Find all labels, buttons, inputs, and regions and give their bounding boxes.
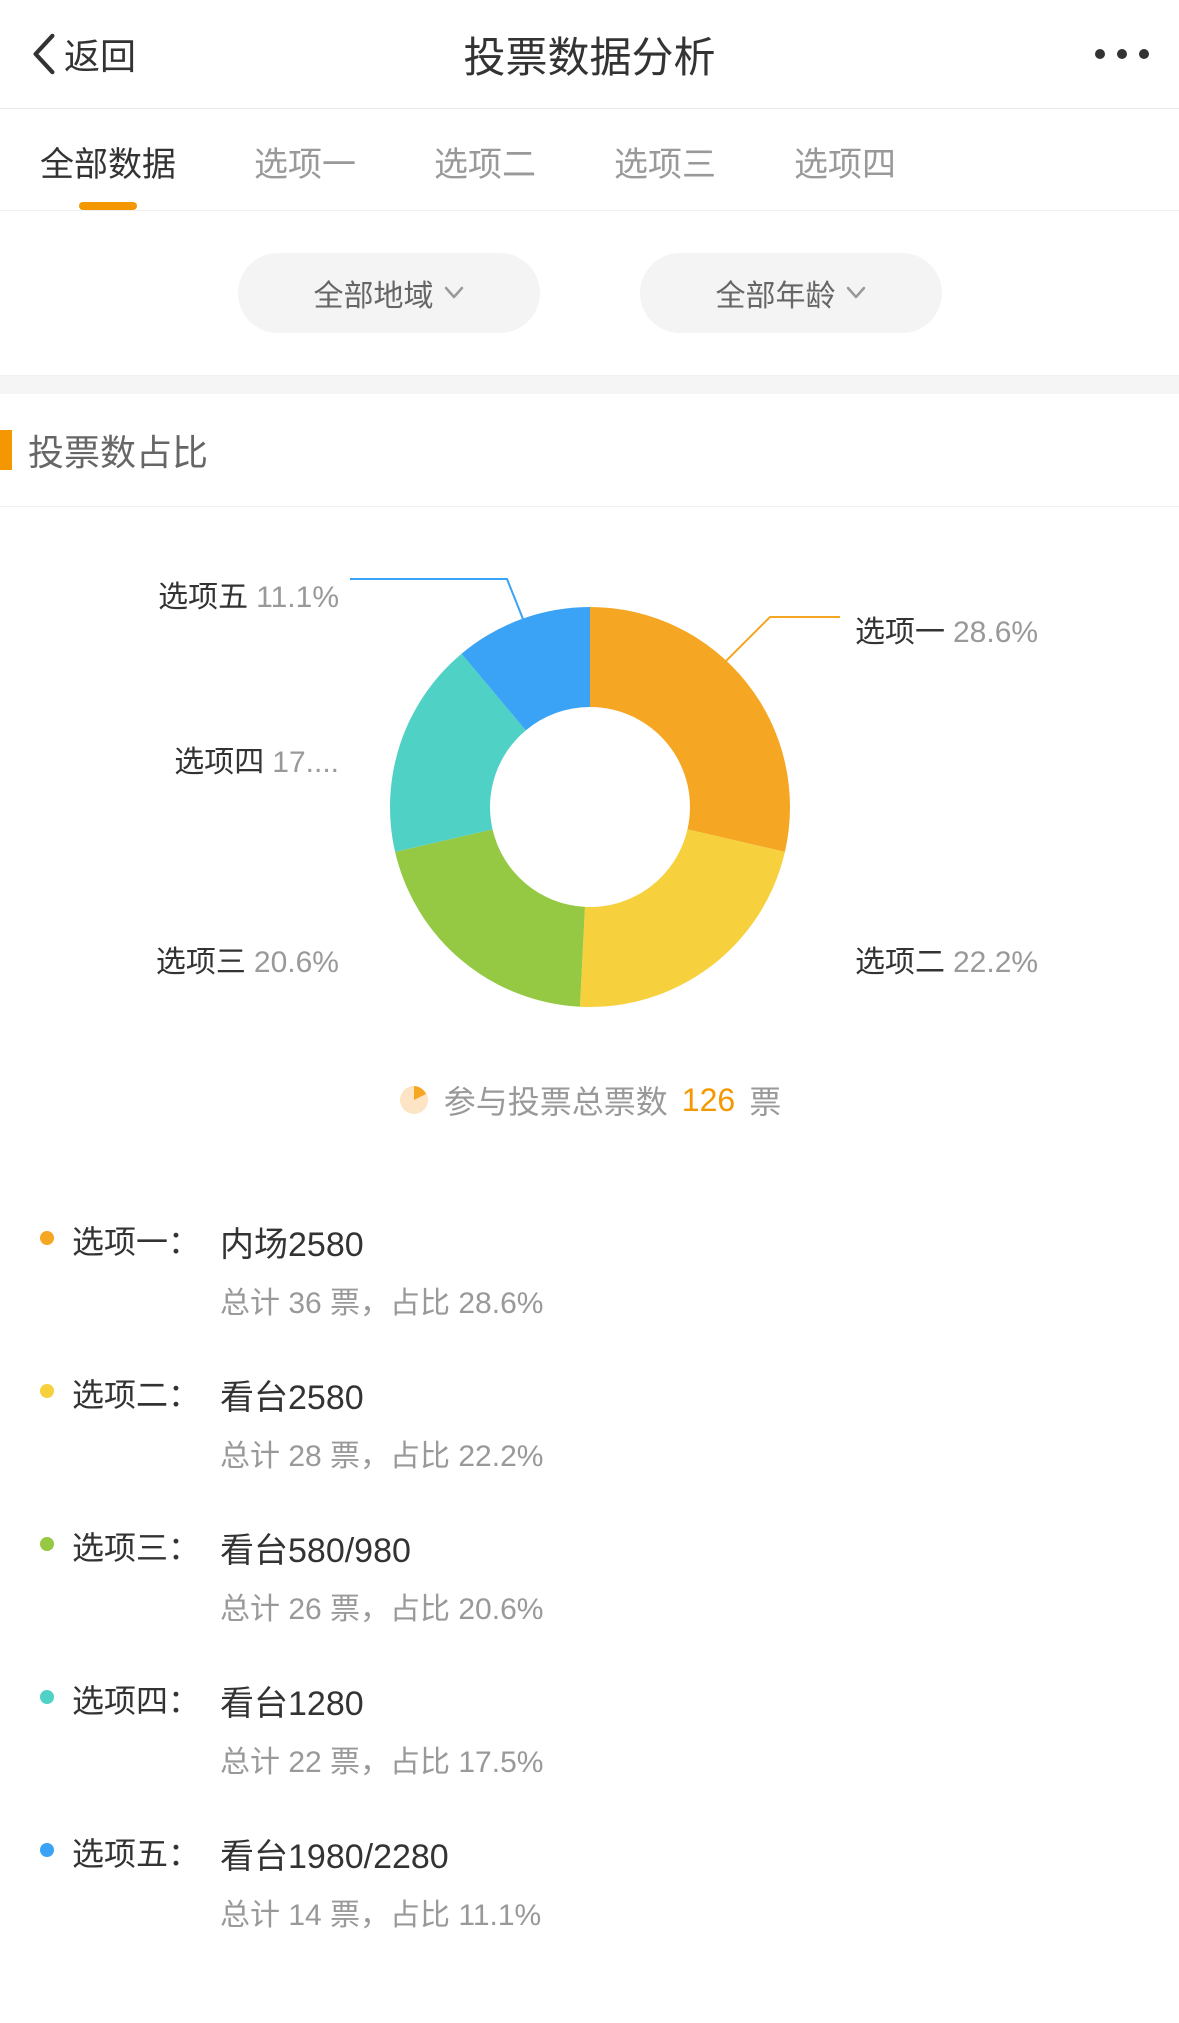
age-filter[interactable]: 全部年龄 — [640, 253, 942, 333]
result-dot — [40, 1690, 54, 1704]
results-list: 选项一： 内场2580 总计 36 票，占比 28.6% 选项二： 看台2580… — [0, 1193, 1179, 1958]
total-label: 参与投票总票数 — [444, 1077, 668, 1123]
result-item-2: 选项三： 看台580/980 总计 26 票，占比 20.6% — [40, 1499, 1139, 1652]
tab-0[interactable]: 全部数据 — [40, 137, 176, 210]
result-item-0: 选项一： 内场2580 总计 36 票，占比 28.6% — [40, 1193, 1139, 1346]
result-name: 看台1280 — [220, 1676, 1139, 1725]
chart-label-pct: 28.6% — [953, 616, 1038, 650]
chart-label-2: 选项三20.6% — [156, 937, 339, 981]
chevron-down-icon — [444, 286, 464, 300]
chart-label-name: 选项五 — [158, 572, 248, 616]
result-label: 选项二： — [72, 1370, 202, 1416]
filters-row: 全部地域 全部年龄 — [0, 211, 1179, 376]
leader-line-0 — [720, 617, 840, 667]
more-dot-icon — [1117, 49, 1127, 59]
chart-label-pct: 20.6% — [254, 946, 339, 980]
chart-label-name: 选项四 — [174, 737, 264, 781]
slice-0 — [590, 607, 790, 852]
total-unit: 票 — [749, 1077, 781, 1123]
back-button[interactable]: 返回 — [30, 28, 136, 80]
slice-1 — [579, 829, 784, 1007]
tab-2[interactable]: 选项二 — [434, 137, 536, 210]
result-content: 看台1280 总计 22 票，占比 17.5% — [220, 1676, 1139, 1781]
result-item-1: 选项二： 看台2580 总计 28 票，占比 22.2% — [40, 1346, 1139, 1499]
pie-icon — [398, 1084, 430, 1116]
result-name: 看台2580 — [220, 1370, 1139, 1419]
age-filter-label: 全部年龄 — [716, 271, 836, 315]
result-label: 选项三： — [72, 1523, 202, 1569]
chart-label-name: 选项三 — [156, 937, 246, 981]
more-dot-icon — [1095, 49, 1105, 59]
header-bar: 返回 投票数据分析 — [0, 0, 1179, 109]
chart-label-pct: 17.... — [272, 746, 339, 780]
total-votes-row: 参与投票总票数 126 票 — [40, 1057, 1139, 1163]
chart-label-1: 选项二22.2% — [855, 937, 1038, 981]
result-name: 看台1980/2280 — [220, 1829, 1139, 1878]
chart-label-pct: 22.2% — [953, 946, 1038, 980]
result-label: 选项五： — [72, 1829, 202, 1875]
result-dot — [40, 1231, 54, 1245]
result-label: 选项四： — [72, 1676, 202, 1722]
leader-line-4 — [350, 579, 527, 629]
tab-4[interactable]: 选项四 — [794, 137, 896, 210]
chart-label-name: 选项一 — [855, 607, 945, 651]
total-count: 126 — [682, 1082, 735, 1119]
chart-label-4: 选项五11.1% — [158, 572, 339, 616]
result-stats: 总计 22 票，占比 17.5% — [220, 1737, 1139, 1781]
result-label: 选项一： — [72, 1217, 202, 1263]
tabs-bar: 全部数据 选项一 选项二 选项三 选项四 — [0, 109, 1179, 211]
more-dot-icon — [1139, 49, 1149, 59]
section-marker — [0, 430, 12, 470]
result-name: 内场2580 — [220, 1217, 1139, 1266]
result-content: 看台580/980 总计 26 票，占比 20.6% — [220, 1523, 1139, 1628]
region-filter-label: 全部地域 — [314, 271, 434, 315]
section-header: 投票数占比 — [0, 394, 1179, 507]
tab-3[interactable]: 选项三 — [614, 137, 716, 210]
slice-2 — [395, 829, 585, 1006]
result-stats: 总计 14 票，占比 11.1% — [220, 1890, 1139, 1934]
chart-label-3: 选项四17.... — [174, 737, 339, 781]
chart-label-pct: 11.1% — [256, 581, 339, 615]
result-dot — [40, 1384, 54, 1398]
donut-chart: 选项一28.6% 选项二22.2% 选项三20.6% 选项四17.... 选项五11.1… — [40, 557, 1139, 1057]
chart-label-0: 选项一28.6% — [855, 607, 1038, 651]
chevron-left-icon — [30, 33, 58, 75]
result-stats: 总计 36 票，占比 28.6% — [220, 1278, 1139, 1322]
result-item-3: 选项四： 看台1280 总计 22 票，占比 17.5% — [40, 1652, 1139, 1805]
result-stats: 总计 26 票，占比 20.6% — [220, 1584, 1139, 1628]
more-button[interactable] — [1095, 49, 1149, 59]
chart-label-name: 选项二 — [855, 937, 945, 981]
region-filter[interactable]: 全部地域 — [238, 253, 540, 333]
result-content: 看台2580 总计 28 票，占比 22.2% — [220, 1370, 1139, 1475]
result-dot — [40, 1537, 54, 1551]
result-content: 看台1980/2280 总计 14 票，占比 11.1% — [220, 1829, 1139, 1934]
page-title: 投票数据分析 — [463, 24, 715, 85]
back-label: 返回 — [64, 28, 136, 80]
chart-area: 选项一28.6% 选项二22.2% 选项三20.6% 选项四17.... 选项五11.1… — [0, 507, 1179, 1193]
result-content: 内场2580 总计 36 票，占比 28.6% — [220, 1217, 1139, 1322]
result-item-4: 选项五： 看台1980/2280 总计 14 票，占比 11.1% — [40, 1805, 1139, 1958]
result-dot — [40, 1843, 54, 1857]
result-stats: 总计 28 票，占比 22.2% — [220, 1431, 1139, 1475]
tab-1[interactable]: 选项一 — [254, 137, 356, 210]
section-divider — [0, 376, 1179, 394]
result-name: 看台580/980 — [220, 1523, 1139, 1572]
section-title: 投票数占比 — [28, 424, 208, 476]
chevron-down-icon — [846, 286, 866, 300]
